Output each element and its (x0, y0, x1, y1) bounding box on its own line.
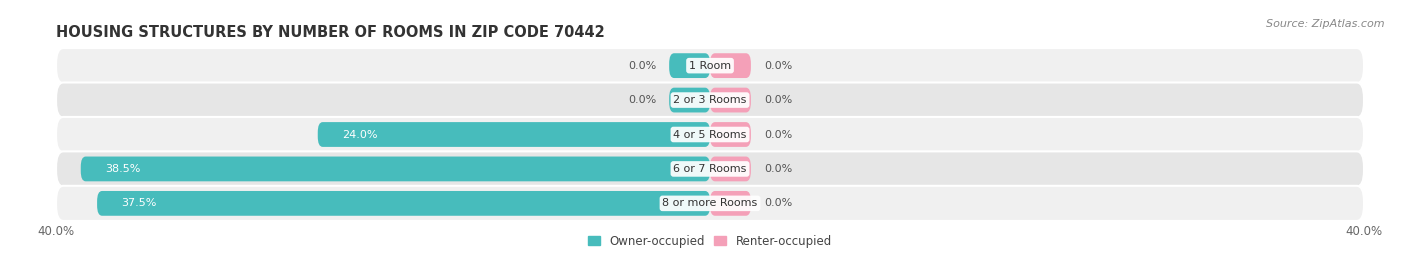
Text: 8 or more Rooms: 8 or more Rooms (662, 198, 758, 208)
FancyBboxPatch shape (80, 157, 710, 181)
FancyBboxPatch shape (56, 117, 1364, 152)
FancyBboxPatch shape (669, 53, 710, 78)
FancyBboxPatch shape (56, 48, 1364, 83)
Legend: Owner-occupied, Renter-occupied: Owner-occupied, Renter-occupied (583, 230, 837, 253)
Text: 37.5%: 37.5% (121, 198, 157, 208)
Text: 2 or 3 Rooms: 2 or 3 Rooms (673, 95, 747, 105)
FancyBboxPatch shape (56, 151, 1364, 186)
FancyBboxPatch shape (56, 83, 1364, 118)
FancyBboxPatch shape (669, 88, 710, 112)
Text: 1 Room: 1 Room (689, 61, 731, 71)
Text: 0.0%: 0.0% (763, 164, 792, 174)
Text: HOUSING STRUCTURES BY NUMBER OF ROOMS IN ZIP CODE 70442: HOUSING STRUCTURES BY NUMBER OF ROOMS IN… (56, 25, 605, 40)
Text: 0.0%: 0.0% (763, 198, 792, 208)
Text: 0.0%: 0.0% (763, 61, 792, 71)
FancyBboxPatch shape (710, 157, 751, 181)
FancyBboxPatch shape (710, 191, 751, 216)
Text: 0.0%: 0.0% (763, 95, 792, 105)
Text: 6 or 7 Rooms: 6 or 7 Rooms (673, 164, 747, 174)
FancyBboxPatch shape (710, 122, 751, 147)
Text: 0.0%: 0.0% (763, 129, 792, 140)
Text: Source: ZipAtlas.com: Source: ZipAtlas.com (1267, 19, 1385, 29)
Text: 0.0%: 0.0% (628, 61, 657, 71)
FancyBboxPatch shape (97, 191, 710, 216)
FancyBboxPatch shape (710, 88, 751, 112)
Text: 4 or 5 Rooms: 4 or 5 Rooms (673, 129, 747, 140)
FancyBboxPatch shape (318, 122, 710, 147)
Text: 0.0%: 0.0% (628, 95, 657, 105)
Text: 24.0%: 24.0% (342, 129, 378, 140)
FancyBboxPatch shape (710, 53, 751, 78)
Text: 38.5%: 38.5% (105, 164, 141, 174)
FancyBboxPatch shape (56, 186, 1364, 221)
